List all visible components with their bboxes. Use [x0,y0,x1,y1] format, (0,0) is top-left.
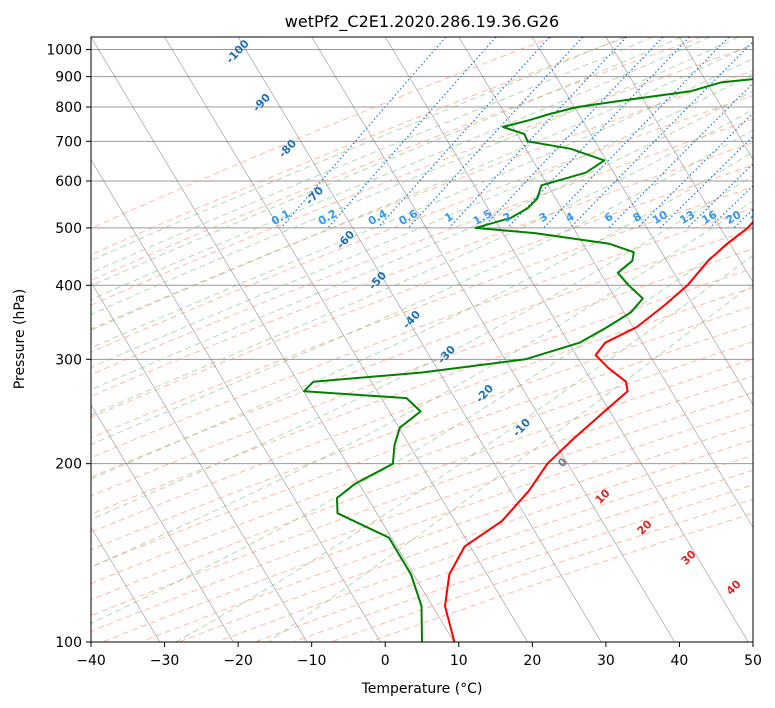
x-tick-label: 20 [523,653,541,669]
mixing-ratio-line [569,40,753,229]
y-tick-label: 700 [55,134,82,150]
mixing-ratio-line [608,82,753,229]
moist-adiabat [91,37,711,301]
isotherm-line [679,37,753,161]
sounding-line [303,78,753,642]
y-tick-label: 200 [55,457,82,473]
moist-adiabat [91,109,753,416]
moist-adiabat [91,37,653,274]
grid-lines [91,37,753,642]
dry-adiabat [91,70,753,330]
moist-adiabat [91,73,753,369]
y-tick-label: 300 [55,352,82,368]
isotherm-line [532,37,753,406]
moist-adiabat [91,43,753,331]
mixing-ratio-line [408,37,584,229]
dry-adiabat [91,94,753,353]
x-tick-label: 10 [450,653,468,669]
dry-adiabat [91,341,753,585]
x-tick-label: 0 [381,653,390,669]
isotherm-line [91,404,234,642]
mixing-ratio-line [448,37,627,229]
x-tick-label: 50 [744,653,762,669]
dry-adiabat [91,323,753,568]
dry-adiabat [91,37,702,281]
x-tick-label: −10 [297,653,327,669]
mixing-ratio-line [543,37,730,229]
x-tick-label: −20 [223,653,253,669]
dry-adiabat [91,228,753,478]
isotherm-line [91,158,381,642]
isotherm-line [384,37,749,642]
x-tick-label: −40 [76,653,106,669]
y-tick-label: 600 [55,174,82,190]
moist-adiabat [91,151,753,480]
data-lines [303,78,753,642]
isotherm-line [91,37,455,642]
dry-adiabat [91,267,753,515]
moist-adiabat [91,200,753,568]
dry-adiabat [91,207,753,459]
dry-adiabat [91,37,553,229]
moist-adiabat [175,254,753,642]
isotherm-line [605,37,753,283]
chart-title: wetPf2_C2E1.2020.286.19.36.G26 [285,12,559,32]
isotherm-line [91,526,161,642]
dry-adiabat [91,164,753,418]
mixing-ratio-line [507,37,691,229]
sounding-line [444,220,753,642]
moist-adiabat [91,37,739,315]
dry-adiabat [91,37,628,256]
plot-frame [90,36,754,643]
dry-adiabat [91,44,753,306]
y-tick-label: 900 [55,70,82,86]
dry-adiabat [91,286,753,533]
mixing-ratio-line [687,163,753,229]
moist-adiabat [91,227,753,624]
x-tick-label: 30 [597,653,615,669]
moist-adiabat [91,129,753,446]
isotherm-line [237,37,602,642]
isotherm-line [458,37,753,529]
y-tick-label: 500 [55,221,82,237]
y-tick-label: 100 [55,635,82,651]
axis-ticks: −40 −30 −20 −10 0 10 20 30 40 50 100 200 300 400 500 60… [46,43,762,669]
mixing-ratio-line [327,37,497,229]
y-tick-label: 400 [55,278,82,294]
moist-adiabat [91,175,753,521]
line-label: 25 [748,208,768,227]
x-axis-label: Temperature (°C) [361,681,483,697]
y-tick-label: 800 [55,100,82,116]
y-axis-label: Pressure (hPa) [12,289,28,389]
mixing-ratio-line [482,37,664,229]
moist-adiabat [91,37,682,287]
moist-adiabat [91,37,625,262]
isotherm-line [164,37,528,642]
x-tick-label: −30 [150,653,180,669]
x-tick-label: 40 [671,653,689,669]
mixing-ratio-line [377,37,551,229]
y-tick-label: 1000 [46,43,82,59]
moist-adiabat [91,57,753,349]
isotherm-line [91,281,308,642]
dry-adiabat [91,375,753,617]
